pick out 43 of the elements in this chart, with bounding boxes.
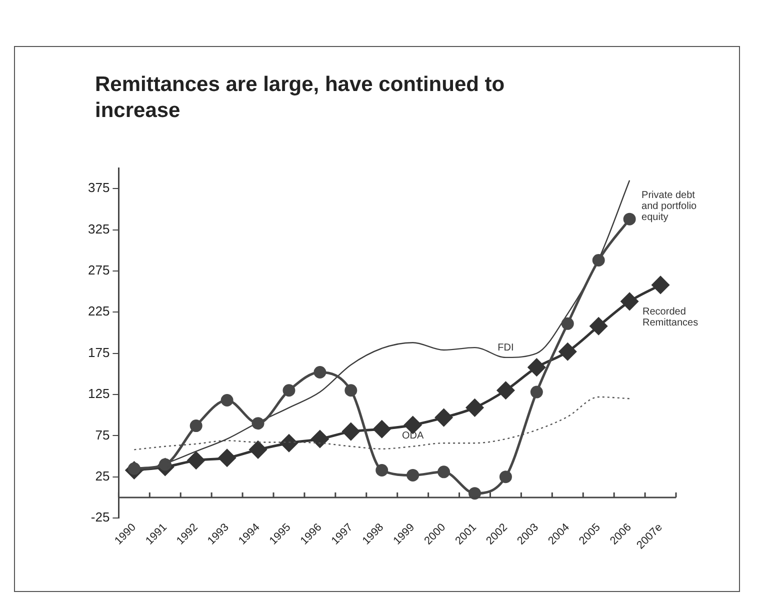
point: [530, 386, 543, 398]
point: [373, 420, 391, 438]
y-tick-label: 125: [88, 386, 110, 402]
y-tick-label: 275: [88, 262, 110, 278]
point: [280, 434, 298, 452]
series-label: Private debt and portfolio equity: [642, 190, 698, 223]
point: [190, 420, 202, 432]
point: [342, 422, 360, 440]
point: [344, 384, 358, 397]
y-tick-label: 375: [88, 180, 110, 196]
point: [406, 468, 420, 482]
point: [311, 430, 329, 448]
point: [468, 487, 481, 500]
y-tick-label: -25: [90, 510, 110, 525]
series-label: Recorded Remittances: [642, 306, 698, 329]
point: [438, 466, 450, 478]
y-tick-label: 75: [95, 427, 110, 442]
y-tick-label: 325: [88, 221, 110, 236]
series-label: FDI: [498, 342, 514, 354]
point: [252, 417, 264, 430]
point: [466, 398, 484, 416]
point: [314, 366, 326, 379]
point: [620, 292, 638, 310]
point: [249, 440, 267, 458]
y-tick-label: 225: [88, 304, 110, 319]
point: [592, 254, 605, 266]
chart-title: Remittances are large, have continued to increase: [95, 72, 506, 124]
point: [623, 212, 636, 226]
point: [590, 317, 608, 335]
point: [435, 408, 453, 426]
point: [218, 449, 236, 467]
point: [187, 452, 205, 470]
point: [558, 342, 576, 360]
point: [499, 470, 512, 484]
y-tick-label: 25: [95, 468, 110, 484]
point: [376, 464, 388, 477]
y-tick-label: 175: [88, 344, 110, 360]
point: [652, 276, 670, 294]
point: [496, 382, 514, 400]
point: [528, 358, 546, 376]
point: [561, 317, 574, 330]
point: [220, 394, 234, 407]
point: [282, 384, 296, 397]
